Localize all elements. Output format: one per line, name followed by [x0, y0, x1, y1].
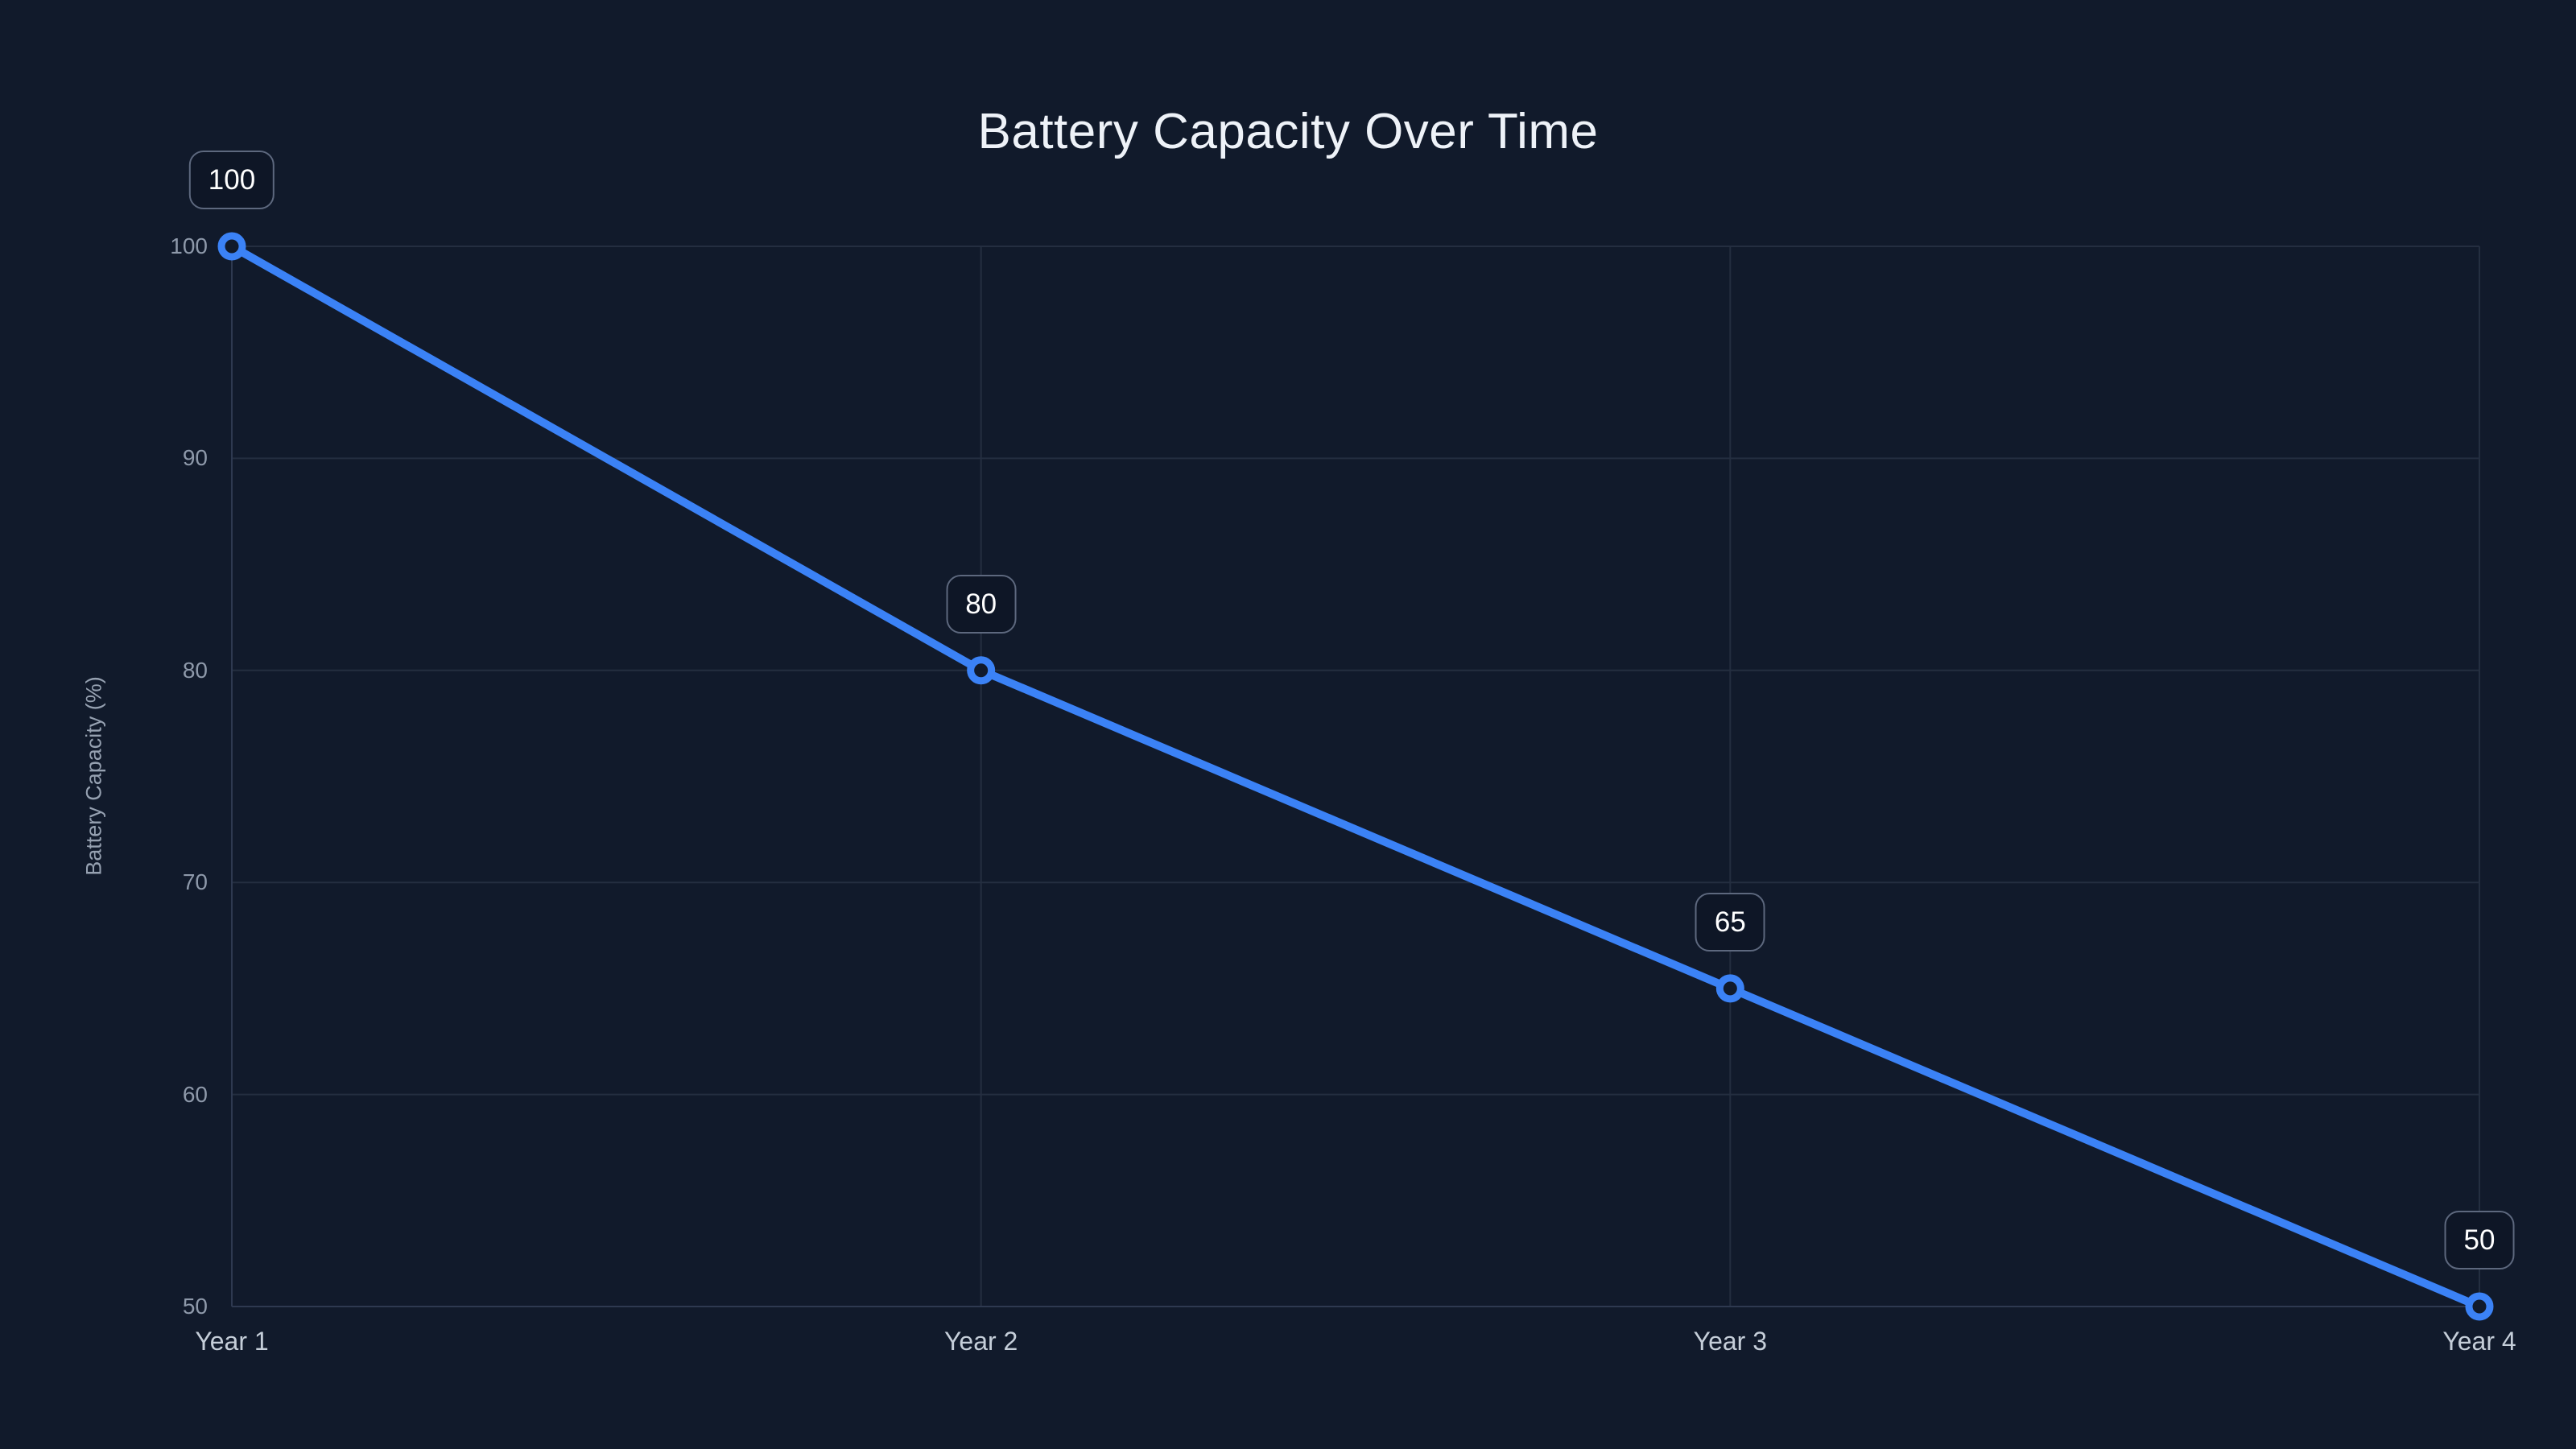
data-point-label-badge: 50: [2444, 1211, 2515, 1269]
data-point-label-badge: 65: [1695, 892, 1765, 952]
data-point-label-badge: 100: [188, 151, 275, 209]
y-axis-tick-label: 70: [182, 869, 208, 895]
data-point[interactable]: [1715, 974, 1744, 1003]
x-axis-tick-label: Year 4: [2442, 1327, 2516, 1356]
x-axis-tick-label: Year 3: [1693, 1327, 1767, 1356]
y-axis-tick-label: 60: [182, 1081, 208, 1107]
y-axis-tick-label: 90: [182, 445, 208, 471]
x-axis-tick-label: Year 1: [195, 1327, 269, 1356]
data-line: [228, 242, 2483, 1311]
y-axis-tick-label: 100: [170, 233, 208, 258]
data-point[interactable]: [967, 656, 996, 685]
y-axis-title: Battery Capacity (%): [81, 676, 106, 876]
data-point[interactable]: [2465, 1292, 2494, 1321]
data-point[interactable]: [217, 232, 246, 261]
y-axis-tick-label: 80: [182, 657, 208, 683]
x-axis-tick-label: Year 2: [943, 1327, 1018, 1356]
y-axis-tick-label: 50: [182, 1294, 208, 1319]
chart-title: Battery Capacity Over Time: [977, 104, 1599, 159]
data-point-label-badge: 80: [946, 574, 1017, 634]
